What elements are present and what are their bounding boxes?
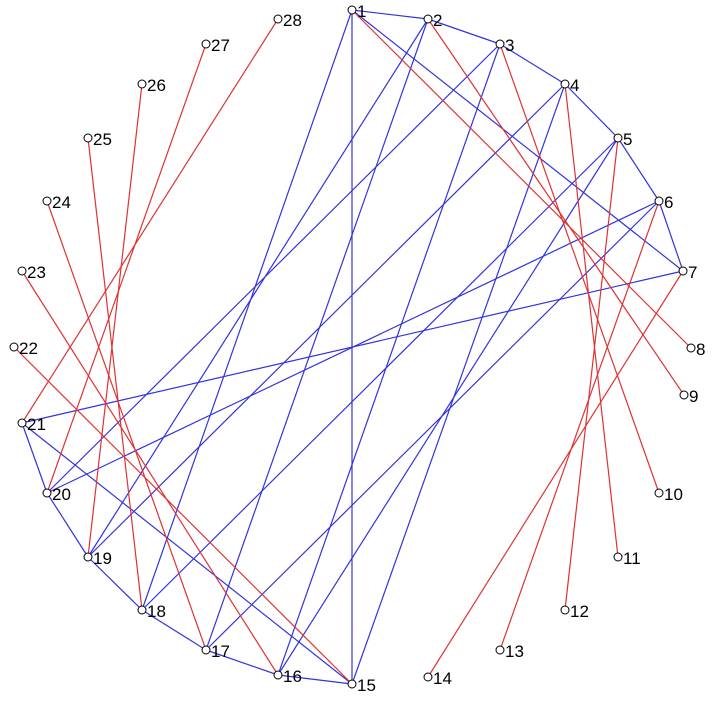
edge-5-12 [564, 137, 619, 611]
edge-5-18 [141, 137, 619, 611]
edge-27-20 [46, 43, 207, 494]
edge-4-15 [351, 83, 566, 685]
edge-1-8 [351, 9, 692, 349]
node-27-circle [201, 39, 211, 49]
edge-2-3 [427, 18, 501, 45]
node-25-circle [83, 133, 93, 143]
edge-25-18 [87, 137, 143, 611]
edge-21-15 [21, 422, 353, 685]
node-23-label: 23 [27, 263, 46, 282]
edge-6-13 [499, 200, 660, 651]
edge-17-16 [205, 649, 279, 676]
node-26-label: 26 [147, 76, 166, 95]
node-4-label: 4 [570, 76, 579, 95]
node-24-label: 24 [52, 193, 71, 212]
node-4-circle [560, 79, 570, 89]
edge-3-10 [499, 43, 660, 494]
node-28-circle [273, 14, 283, 24]
node-25-label: 25 [93, 130, 112, 149]
edge-1-7 [351, 9, 684, 272]
node-14-label: 14 [433, 669, 452, 688]
node-19-label: 19 [93, 549, 112, 568]
node-11-label: 11 [623, 549, 641, 568]
edge-3-20 [46, 43, 501, 494]
edge-7-14 [427, 270, 684, 678]
node-5-circle [613, 133, 623, 143]
node-13-label: 13 [505, 642, 524, 661]
edge-3-16 [277, 43, 501, 676]
node-26-circle [137, 79, 147, 89]
node-18-circle [137, 605, 147, 615]
edge-20-19 [46, 492, 89, 558]
node-13-circle [495, 645, 505, 655]
node-21-circle [17, 418, 27, 428]
node-12-circle [560, 605, 570, 615]
edge-24-17 [46, 200, 207, 651]
node-17-circle [201, 645, 211, 655]
edge-5-16 [277, 137, 619, 676]
edge-4-19 [87, 83, 566, 558]
node-6-circle [654, 196, 664, 206]
edge-23-16 [21, 270, 279, 676]
edge-2-9 [427, 18, 685, 396]
node-3-circle [495, 39, 505, 49]
edge-4-5 [564, 83, 619, 139]
node-10-circle [654, 488, 664, 498]
edge-1-18 [141, 9, 353, 611]
node-15-circle [347, 679, 357, 689]
node-27-label: 27 [211, 36, 230, 55]
node-14-circle [423, 672, 433, 682]
labels-layer: 1 234567891011121314151617181920212223242… [19, 2, 705, 695]
edge-6-7 [658, 200, 684, 272]
node-23-circle [17, 266, 27, 276]
node-28-label: 28 [283, 11, 302, 30]
node-8-label: 8 [696, 340, 705, 359]
edge-28-21 [21, 18, 279, 424]
node-7-circle [678, 266, 688, 276]
node-15-label: 15 [357, 676, 376, 695]
edge-16-15 [277, 674, 353, 685]
node-1-label: 1 [357, 2, 366, 21]
node-2-circle [423, 14, 433, 24]
edge-18-17 [141, 609, 207, 651]
node-11-circle [613, 552, 623, 562]
node-6-label: 6 [664, 193, 673, 212]
edge-19-18 [87, 556, 143, 611]
node-17-label: 17 [211, 642, 230, 661]
node-22-circle [9, 342, 19, 352]
node-1-circle [347, 5, 357, 15]
edge-4-11 [564, 83, 619, 558]
edge-21-20 [21, 422, 48, 494]
node-19-circle [83, 552, 93, 562]
node-21-label: 21 [27, 415, 46, 434]
edge-26-19 [87, 83, 143, 558]
node-18-label: 18 [147, 602, 166, 621]
edge-5-6 [617, 137, 660, 202]
nodes-layer [9, 5, 696, 689]
edge-7-21 [21, 270, 684, 424]
node-7-label: 7 [688, 263, 697, 282]
node-9-circle [679, 390, 689, 400]
node-3-label: 3 [505, 36, 514, 55]
node-2-label: 2 [433, 11, 442, 30]
edge-22-15 [13, 346, 353, 685]
edges-layer [13, 9, 692, 685]
node-22-label: 22 [19, 339, 38, 358]
node-16-circle [273, 670, 283, 680]
node-12-label: 12 [570, 602, 589, 621]
edge-6-17 [205, 200, 660, 651]
node-16-label: 16 [283, 667, 302, 686]
edge-3-4 [499, 43, 566, 85]
node-20-label: 20 [52, 485, 71, 504]
node-9-label: 9 [689, 387, 698, 406]
node-24-circle [42, 196, 52, 206]
edge-2-17 [205, 18, 429, 651]
edge-2-19 [87, 18, 429, 558]
edge-1-2 [351, 9, 429, 20]
node-5-label: 5 [623, 130, 632, 149]
node-10-label: 10 [664, 485, 683, 504]
node-20-circle [42, 488, 52, 498]
node-8-circle [686, 343, 696, 353]
